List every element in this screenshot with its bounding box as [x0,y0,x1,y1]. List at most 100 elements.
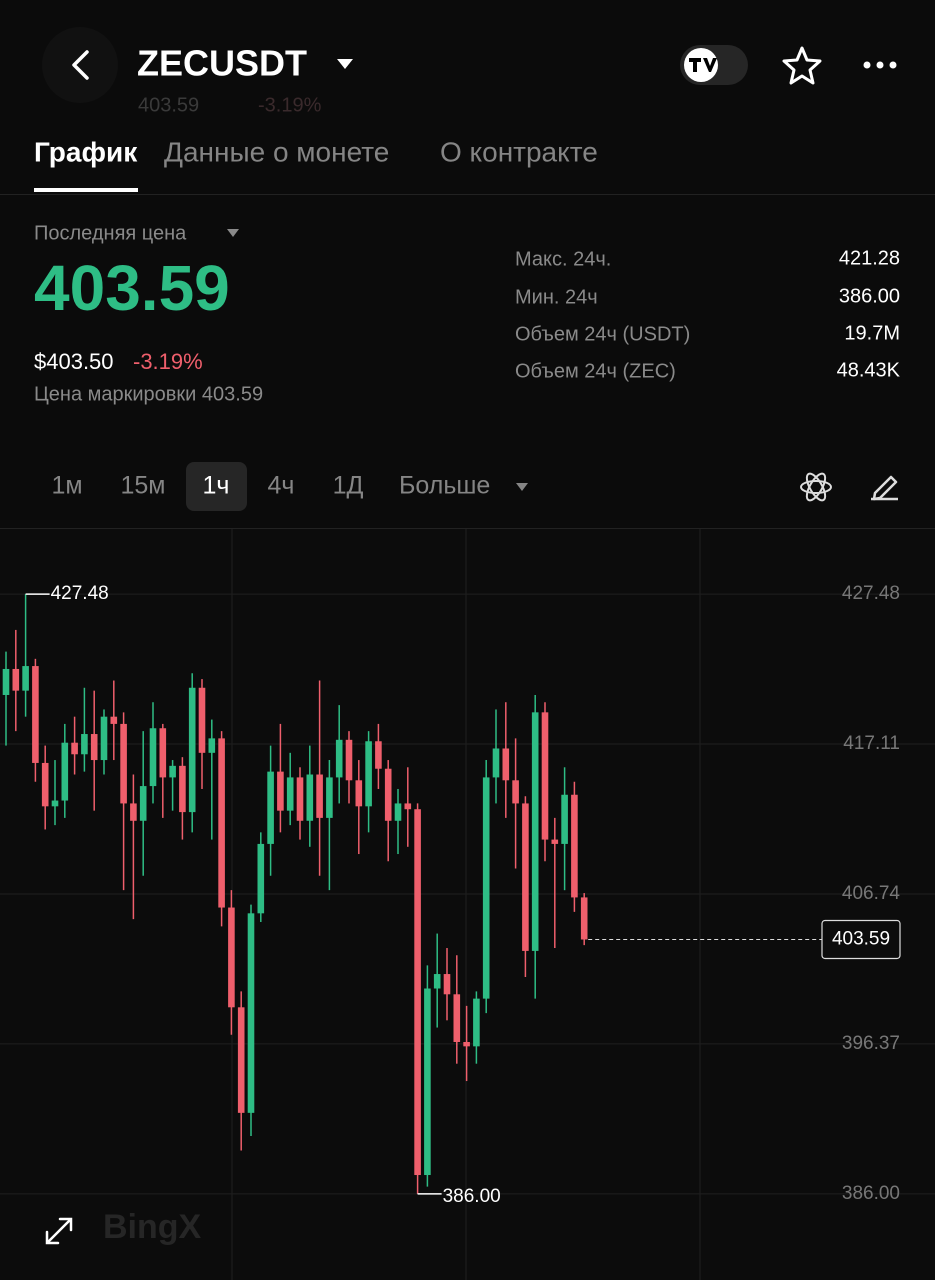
candle-body [375,741,382,769]
divider [0,194,935,195]
candle-body [580,897,588,940]
candle-body [571,794,578,898]
more-menu[interactable] [863,61,897,69]
interval[interactable]: 15м [121,472,166,500]
candle-body [473,998,480,1047]
candle-body [394,803,402,821]
candle-body [512,780,519,804]
candle-body [179,765,186,813]
candle-body [541,712,549,840]
candle-body [228,907,235,1008]
candle-body [551,839,559,844]
more-dropdown[interactable] [516,483,528,491]
tv-icon [689,58,717,72]
candle-body [51,800,59,807]
tab[interactable]: Данные о монете [164,136,389,167]
candle-body [277,771,284,811]
candle-body [286,777,294,811]
candle-body [188,687,196,813]
y-tick-label: 386.00 [842,1183,900,1204]
candle-body [443,974,451,995]
candle-body [120,723,127,804]
candle-body [345,739,353,781]
candle-body [316,774,323,818]
y-tick-label: 396.37 [842,1033,900,1054]
back-circle [42,27,118,103]
stat-label: Объем 24ч (ZEC) [515,360,676,382]
back-icon [72,50,89,80]
candle-body [433,974,441,989]
indicator-button[interactable] [800,471,832,503]
candle-body [296,777,304,821]
candle-body [384,768,392,821]
symbol[interactable]: ZECUSDT [137,43,307,84]
candle-body [2,668,10,695]
draw-button[interactable] [871,475,898,501]
chart-area [0,529,935,1280]
stat-label: Объем 24ч (USDT) [515,323,690,345]
candle-body [492,748,500,778]
divider [0,528,935,529]
tab[interactable]: О контракте [440,136,598,167]
candle-body [365,741,372,807]
candle-body [306,774,314,821]
back-button[interactable] [42,27,118,103]
candle-body [130,803,137,821]
candle-body [81,734,88,755]
candle-body [100,716,108,761]
candle-body [32,666,39,763]
orbit [805,472,827,502]
candle-body [149,728,157,787]
candle-body [424,988,431,1176]
interval[interactable]: 1Д [333,472,364,500]
candle-body [404,803,412,810]
candle-body [41,762,49,807]
stat-value: 48.43K [837,359,901,381]
candle-body [159,728,167,778]
orbit [800,480,832,494]
candle-body [335,739,343,778]
favorite-star[interactable] [782,46,822,85]
candle-body [414,809,421,1176]
candle-body [71,742,78,755]
tab-active[interactable]: График [34,136,138,167]
candle-body [218,738,225,908]
price-dropdown[interactable] [227,229,239,237]
ghost-change: -3.19% [258,94,322,116]
tv-toggle[interactable] [680,45,748,85]
interval[interactable]: 1м [51,472,82,500]
stat-value: 421.28 [839,247,900,269]
candle-body [61,742,69,801]
interval[interactable]: 4ч [268,472,295,500]
candle-body [110,716,118,724]
orbit [805,472,827,502]
candle-body [267,771,274,844]
price-change: -3.19% [133,349,203,374]
last-price: 403.59 [34,252,230,324]
price-label: Последняя цена [34,222,187,244]
expand-icon [45,1217,73,1245]
usd-price: $403.50 [34,349,114,374]
candle-body [237,1007,245,1113]
min-label: 386.00 [443,1186,501,1207]
stat-label: Мин. 24ч [515,286,598,308]
ghost-price: 403.59 [138,94,199,116]
stat-label: Макс. 24ч. [515,248,611,270]
candle-body [326,777,333,818]
mark-price: Цена маркировки 403.59 [34,383,263,405]
symbol-dropdown[interactable] [337,59,353,69]
toggle-knob [684,48,718,82]
watermark: BingX [103,1208,202,1246]
y-tick-label: 427.48 [842,583,900,604]
interval-active[interactable]: 1ч [203,472,230,500]
dot [876,61,884,69]
candle-body [561,794,568,844]
max-label: 427.48 [51,583,109,604]
plot: 427.48 417.11 406.74 396.37 386.00 427.48 386.… [0,583,935,1207]
tab-underline [34,188,138,192]
interval-active-bg [186,462,247,511]
interval-more[interactable]: Больше [399,472,490,500]
candle-body [198,687,206,753]
fullscreen-button[interactable] [45,1217,73,1245]
